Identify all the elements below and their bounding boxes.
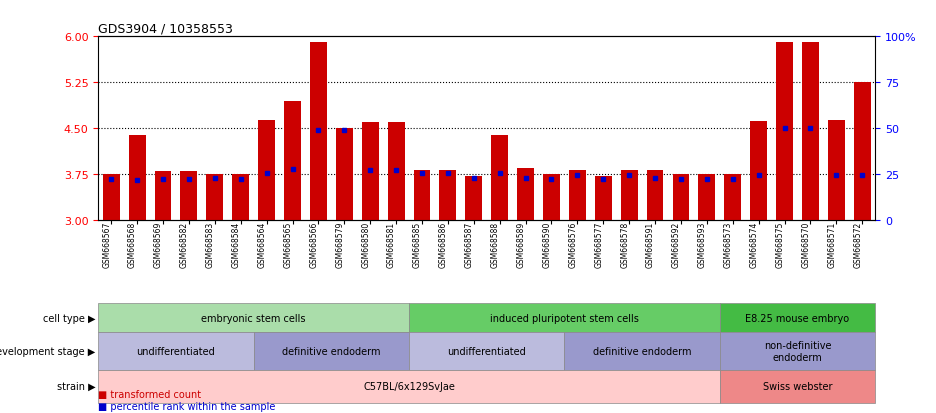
Bar (465, 177, 482, 221)
Text: GSM668565: GSM668565 (284, 221, 293, 267)
Bar (673, 174, 689, 221)
Bar (564, 332, 720, 370)
Text: C57BL/6x129SvJae: C57BL/6x129SvJae (363, 381, 455, 391)
Bar (181, 172, 197, 221)
Text: cell type ▶: cell type ▶ (43, 313, 95, 323)
Bar (129, 135, 145, 221)
Bar (751, 122, 767, 221)
Text: GSM668575: GSM668575 (776, 221, 784, 267)
Text: GSM668590: GSM668590 (543, 221, 551, 267)
Bar (362, 123, 378, 221)
Text: GSM668586: GSM668586 (439, 221, 448, 267)
Text: non-definitive
endoderm: non-definitive endoderm (764, 340, 831, 362)
Text: GSM668570: GSM668570 (801, 221, 811, 267)
Text: GDS3904 / 10358553: GDS3904 / 10358553 (98, 22, 233, 35)
Text: GSM668566: GSM668566 (310, 221, 318, 267)
Bar (285, 102, 300, 221)
Text: GSM668576: GSM668576 (568, 221, 578, 267)
Text: Swiss webster: Swiss webster (763, 381, 832, 391)
Text: GSM668580: GSM668580 (361, 221, 371, 267)
Text: GSM668585: GSM668585 (413, 221, 422, 267)
Bar (154, 172, 171, 221)
Text: GSM668593: GSM668593 (698, 221, 707, 267)
Text: ■ percentile rank within the sample: ■ percentile rank within the sample (98, 401, 276, 411)
Bar (232, 174, 249, 221)
Bar (207, 174, 223, 221)
Text: GSM668578: GSM668578 (621, 221, 629, 267)
Text: GSM668583: GSM668583 (206, 221, 215, 267)
Bar (518, 169, 534, 221)
Text: GSM668592: GSM668592 (672, 221, 681, 267)
Text: GSM668569: GSM668569 (154, 221, 163, 267)
Text: GSM668573: GSM668573 (724, 221, 733, 267)
Text: GSM668564: GSM668564 (257, 221, 267, 267)
Text: undifferentiated: undifferentiated (137, 346, 215, 356)
Bar (720, 370, 875, 403)
Text: GSM668588: GSM668588 (490, 221, 500, 267)
Bar (388, 123, 404, 221)
Bar (854, 83, 870, 221)
Text: embryonic stem cells: embryonic stem cells (201, 313, 306, 323)
Bar (491, 135, 508, 221)
Text: GSM668567: GSM668567 (102, 221, 111, 267)
Bar (720, 332, 875, 370)
Bar (409, 304, 720, 332)
Bar (254, 332, 409, 370)
Bar (802, 43, 819, 221)
Bar (724, 174, 741, 221)
Text: GSM668577: GSM668577 (594, 221, 604, 267)
Bar (621, 171, 637, 221)
Text: GSM668589: GSM668589 (517, 221, 526, 267)
Text: GSM668581: GSM668581 (388, 221, 396, 267)
Text: GSM668579: GSM668579 (335, 221, 344, 267)
Bar (569, 171, 586, 221)
Text: strain ▶: strain ▶ (57, 381, 95, 391)
Text: GSM668571: GSM668571 (827, 221, 837, 267)
Bar (720, 304, 875, 332)
Text: definitive endoderm: definitive endoderm (282, 346, 381, 356)
Bar (336, 129, 353, 221)
Text: GSM668568: GSM668568 (128, 221, 138, 267)
Bar (258, 121, 275, 221)
Text: definitive endoderm: definitive endoderm (592, 346, 692, 356)
Bar (828, 121, 844, 221)
Text: GSM668572: GSM668572 (854, 221, 862, 267)
Bar (414, 171, 431, 221)
Bar (776, 43, 793, 221)
Bar (310, 43, 327, 221)
Bar (440, 171, 456, 221)
Text: GSM668574: GSM668574 (750, 221, 759, 267)
Text: GSM668587: GSM668587 (465, 221, 474, 267)
Bar (543, 175, 560, 221)
Bar (647, 171, 664, 221)
Text: induced pluripotent stem cells: induced pluripotent stem cells (490, 313, 639, 323)
Text: GSM668591: GSM668591 (646, 221, 655, 267)
Text: GSM668582: GSM668582 (180, 221, 189, 267)
Bar (98, 370, 720, 403)
Bar (98, 332, 254, 370)
Bar (103, 175, 120, 221)
Text: undifferentiated: undifferentiated (447, 346, 526, 356)
Text: ■ transformed count: ■ transformed count (98, 389, 201, 399)
Bar (595, 177, 611, 221)
Bar (698, 174, 715, 221)
Text: GSM668584: GSM668584 (232, 221, 241, 267)
Bar (98, 304, 409, 332)
Text: development stage ▶: development stage ▶ (0, 346, 95, 356)
Bar (409, 332, 564, 370)
Text: E8.25 mouse embryo: E8.25 mouse embryo (745, 313, 850, 323)
